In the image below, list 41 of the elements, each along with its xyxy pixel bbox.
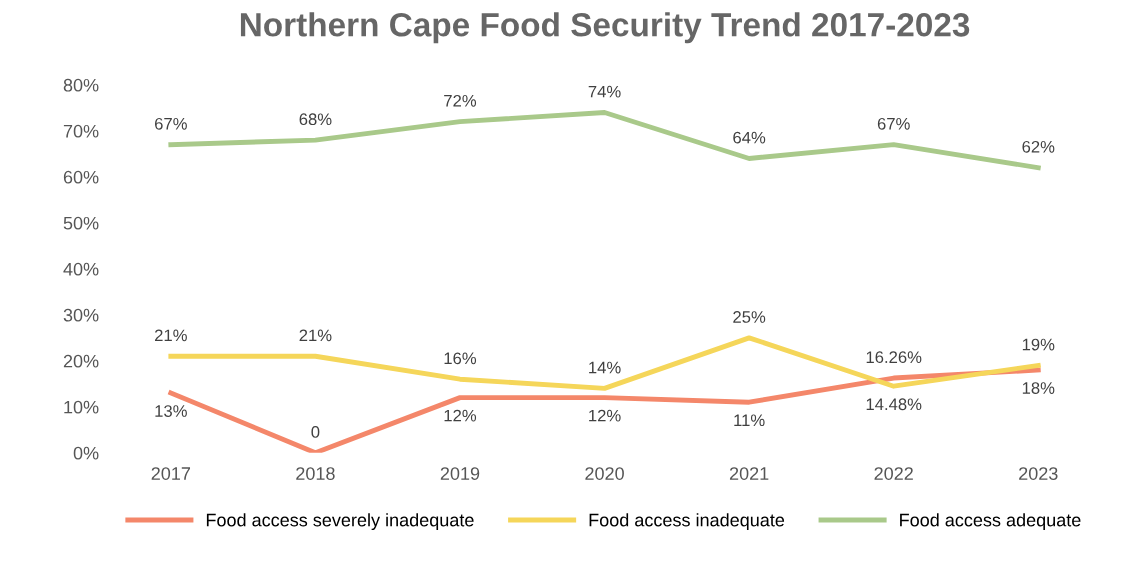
y-tick-label: 70% (63, 124, 99, 138)
y-tick-label: 20% (63, 354, 99, 368)
data-label: 21% (154, 329, 187, 342)
x-tick-label: 2017 (151, 467, 191, 480)
data-label: 21% (299, 329, 332, 342)
y-tick-label: 50% (63, 216, 99, 230)
data-label: 14.48% (866, 398, 922, 411)
y-tick-label: 40% (63, 262, 99, 276)
legend-label: Food access severely inadequate (206, 513, 474, 531)
data-label: 16% (444, 352, 477, 365)
y-tick-label: 80% (63, 78, 99, 92)
data-label: 19% (1022, 338, 1055, 351)
legend-label: Food access adequate (900, 513, 1081, 531)
x-tick-label: 2018 (296, 467, 335, 480)
legend-label: Food access inadequate (589, 513, 785, 531)
x-tick-label: 2019 (440, 467, 480, 480)
data-label: 11% (734, 414, 765, 427)
data-label: 67% (877, 117, 910, 130)
data-label: 25% (733, 311, 766, 323)
data-label: 72% (444, 94, 477, 107)
y-tick-label: 60% (63, 170, 99, 184)
data-label: 18% (1022, 382, 1055, 394)
chart-title: Northern Cape Food Security Trend 2017-2023 (240, 12, 970, 44)
x-tick-label: 2021 (729, 467, 769, 480)
data-label: 14% (589, 361, 621, 374)
x-tick-label: 2022 (874, 467, 913, 480)
data-label: 67% (155, 117, 187, 130)
data-label: 64% (733, 131, 766, 144)
y-tick-label: 0% (73, 446, 99, 460)
data-label: 16.26% (866, 351, 922, 364)
data-label: 12% (444, 409, 477, 422)
data-label: 0 (311, 426, 320, 438)
x-tick-label: 2023 (1019, 467, 1058, 480)
data-label: 62% (1022, 140, 1055, 153)
y-tick-label: 10% (64, 400, 99, 414)
x-tick-label: 2020 (585, 467, 624, 480)
data-label: 12% (589, 409, 621, 422)
y-tick-label: 30% (63, 308, 99, 322)
data-label: 74% (588, 85, 621, 98)
data-label: 13% (155, 405, 187, 417)
data-label: 68% (299, 113, 332, 126)
